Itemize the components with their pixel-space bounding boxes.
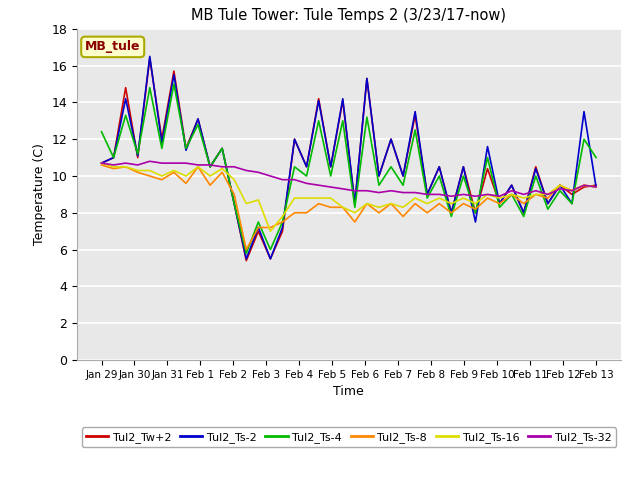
Legend: Tul2_Tw+2, Tul2_Ts-2, Tul2_Ts-4, Tul2_Ts-8, Tul2_Ts-16, Tul2_Ts-32: Tul2_Tw+2, Tul2_Ts-2, Tul2_Ts-4, Tul2_Ts…: [81, 427, 616, 447]
Text: MB_tule: MB_tule: [85, 40, 140, 53]
X-axis label: Time: Time: [333, 385, 364, 398]
Y-axis label: Temperature (C): Temperature (C): [33, 144, 45, 245]
Title: MB Tule Tower: Tule Temps 2 (3/23/17-now): MB Tule Tower: Tule Temps 2 (3/23/17-now…: [191, 9, 506, 24]
